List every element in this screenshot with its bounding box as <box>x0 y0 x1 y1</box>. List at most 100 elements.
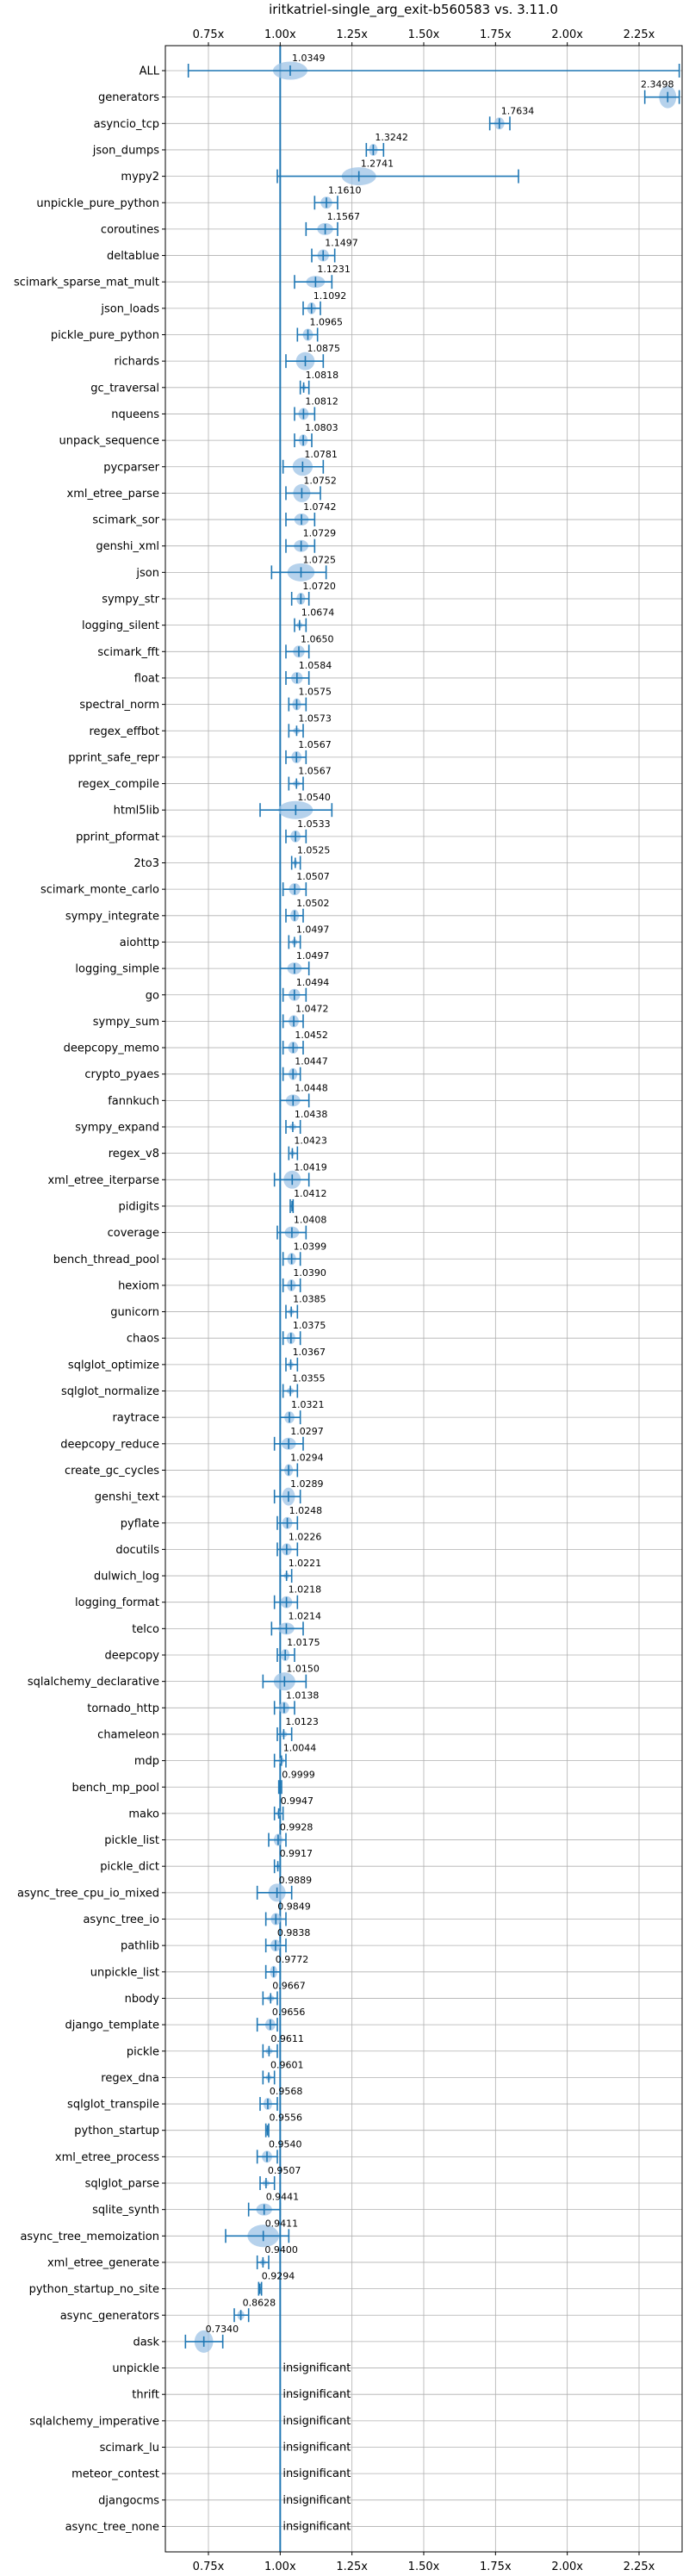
value-label: 0.9568 <box>270 2086 303 2097</box>
value-label: 0.9507 <box>268 2165 301 2176</box>
benchmark-label: json_dumps <box>92 144 159 157</box>
benchmark-label: unpickle_pure_python <box>36 197 159 210</box>
benchmark-label: genshi_text <box>95 1491 159 1504</box>
benchmark-label: go <box>146 989 159 1002</box>
benchmark-label: unpickle <box>112 2362 159 2375</box>
benchmark-label: pprint_pformat <box>76 831 159 843</box>
benchmark-label: json_loads <box>100 302 159 315</box>
benchmark-label: gc_traversal <box>90 382 159 395</box>
benchmark-label: docutils <box>115 1544 159 1557</box>
benchmark-label: deltablue <box>107 250 159 263</box>
value-label: 1.0818 <box>306 370 339 381</box>
benchmark-label: scimark_fft <box>97 646 159 659</box>
value-label: 1.0448 <box>295 1082 328 1093</box>
value-label: 1.0803 <box>305 422 338 433</box>
insignificant-label: insignificant <box>282 2520 351 2533</box>
benchmark-label: django_template <box>65 2019 159 2032</box>
benchmark-label: async_tree_io <box>83 1913 159 1926</box>
x-tick-label-bottom: 1.50x <box>408 2560 440 2573</box>
value-label: 1.0875 <box>307 343 341 354</box>
value-label: 2.3498 <box>641 79 674 90</box>
benchmark-label: sqlalchemy_declarative <box>28 1676 159 1689</box>
benchmark-label: html5lib <box>114 805 159 818</box>
value-label: 1.0248 <box>289 1505 323 1516</box>
value-label: 0.9917 <box>280 1848 313 1859</box>
value-label: 1.0507 <box>296 871 330 882</box>
value-label: 1.2741 <box>361 159 394 170</box>
benchmark-label: logging_format <box>75 1596 159 1609</box>
insignificant-label: insignificant <box>282 2388 351 2401</box>
value-label: 1.0965 <box>310 317 344 328</box>
value-label: 1.0399 <box>294 1241 327 1252</box>
value-label: 1.0289 <box>290 1478 324 1490</box>
value-label: 0.9400 <box>264 2244 298 2256</box>
value-label: 1.0567 <box>298 739 332 750</box>
value-label: 0.9928 <box>280 1822 313 1833</box>
benchmark-label: regex_v8 <box>109 1148 159 1160</box>
value-label: 1.0150 <box>286 1664 320 1675</box>
benchmark-label: logging_silent <box>82 619 159 632</box>
value-label: 1.0218 <box>289 1584 322 1596</box>
benchmark-label: pickle_pure_python <box>51 329 159 342</box>
value-label: 1.0525 <box>297 845 331 856</box>
benchmark-label: sympy_str <box>102 594 159 607</box>
value-label: 1.0494 <box>296 977 330 988</box>
benchmark-label: gunicorn <box>110 1306 159 1319</box>
value-label: 1.0355 <box>292 1373 326 1384</box>
benchmark-label: spectral_norm <box>79 699 159 712</box>
value-label: 1.0674 <box>301 607 335 619</box>
x-tick-label-top: 1.50x <box>408 28 440 41</box>
benchmark-label: nqueens <box>111 408 159 421</box>
benchmark-label: xml_etree_process <box>55 2151 159 2164</box>
value-label: 1.0502 <box>296 898 330 909</box>
benchmark-label: logging_simple <box>75 963 159 976</box>
value-label: 0.9411 <box>265 2218 299 2229</box>
benchmark-label: bench_mp_pool <box>71 1782 159 1795</box>
benchmark-label: fannkuch <box>108 1095 159 1108</box>
benchmark-label: pathlib <box>121 1940 159 1953</box>
value-label: 1.0497 <box>296 924 330 935</box>
value-label: 1.7634 <box>501 105 535 116</box>
benchmark-label: dulwich_log <box>94 1571 159 1584</box>
benchmark-label: generators <box>98 91 159 104</box>
benchmark-label: coverage <box>108 1227 159 1240</box>
benchmark-label: python_startup_no_site <box>29 2283 159 2296</box>
benchmark-label: ALL <box>140 65 160 78</box>
value-label: 1.0650 <box>301 633 334 644</box>
value-label: 1.0175 <box>287 1637 320 1648</box>
benchmark-label: pycparser <box>103 461 159 474</box>
value-label: 1.0123 <box>285 1716 319 1727</box>
benchmark-label: sqlglot_transpile <box>67 2099 159 2112</box>
value-label: 1.0367 <box>293 1347 326 1358</box>
benchmark-label: thrift <box>132 2389 159 2402</box>
x-tick-label-top: 0.75x <box>193 28 225 41</box>
value-label: 1.0725 <box>303 554 337 565</box>
benchmark-label: scimark_monte_carlo <box>40 884 159 897</box>
benchmark-label: 2to3 <box>133 857 159 870</box>
value-label: 1.0226 <box>289 1531 322 1542</box>
benchmark-label: sqlglot_optimize <box>68 1359 159 1372</box>
benchmark-label: hexiom <box>118 1279 159 1292</box>
benchmark-label: sympy_sum <box>93 1016 159 1029</box>
value-label: 1.0408 <box>294 1215 327 1226</box>
plot-frame <box>164 45 683 2553</box>
value-label: 1.0729 <box>303 528 337 539</box>
value-label: 1.0438 <box>295 1109 328 1120</box>
benchmark-label: mako <box>128 1808 159 1820</box>
value-label: 1.0214 <box>288 1610 321 1621</box>
value-label: 1.0385 <box>293 1294 326 1305</box>
benchmark-label: raytrace <box>112 1412 159 1425</box>
benchmark-label: mypy2 <box>121 171 159 184</box>
value-label: 1.1497 <box>325 238 358 249</box>
value-label: 1.0375 <box>293 1320 326 1331</box>
value-label: 1.0720 <box>302 581 336 592</box>
benchmark-label: regex_compile <box>78 778 159 791</box>
value-label: 0.9947 <box>281 1795 314 1807</box>
value-label: 0.9889 <box>279 1875 313 1886</box>
chart-title: iritkatriel-single_arg_exit-b560583 vs. … <box>269 2 558 18</box>
value-label: 0.9294 <box>262 2271 295 2282</box>
value-label: 1.0423 <box>294 1136 327 1147</box>
benchmark-label: bench_thread_pool <box>53 1254 159 1266</box>
benchmark-label: scimark_sor <box>92 514 159 527</box>
benchmark-label: sqlite_synth <box>92 2204 159 2217</box>
